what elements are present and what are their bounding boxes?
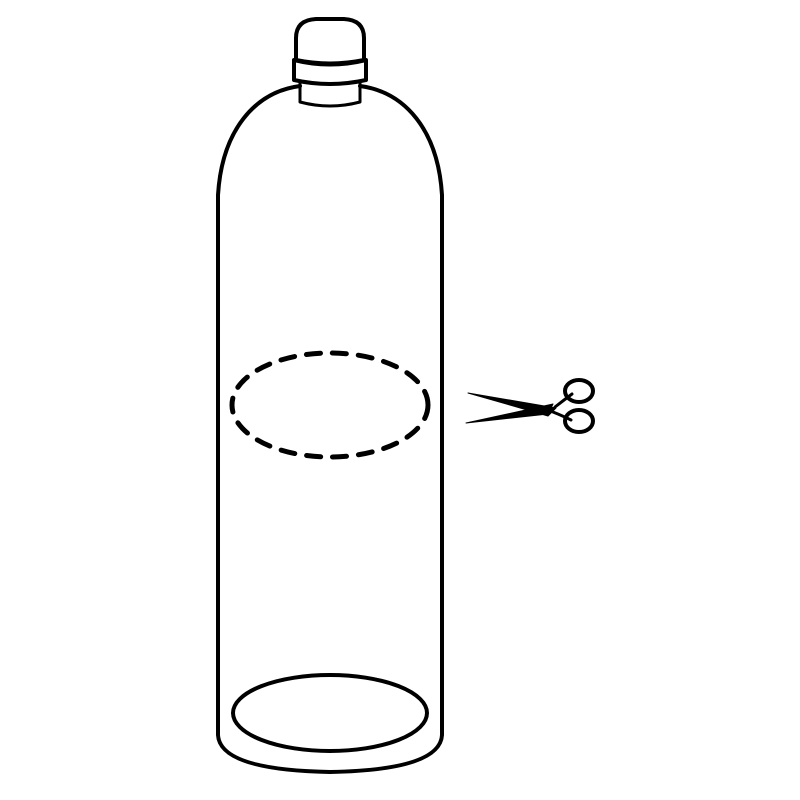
scissors-icon <box>465 378 595 434</box>
bottle-body <box>216 84 444 774</box>
bottle-neck <box>298 80 362 108</box>
bottle-cap <box>292 17 368 86</box>
bottle-base <box>231 673 429 753</box>
cut-line <box>229 350 431 460</box>
bottle <box>216 17 444 774</box>
